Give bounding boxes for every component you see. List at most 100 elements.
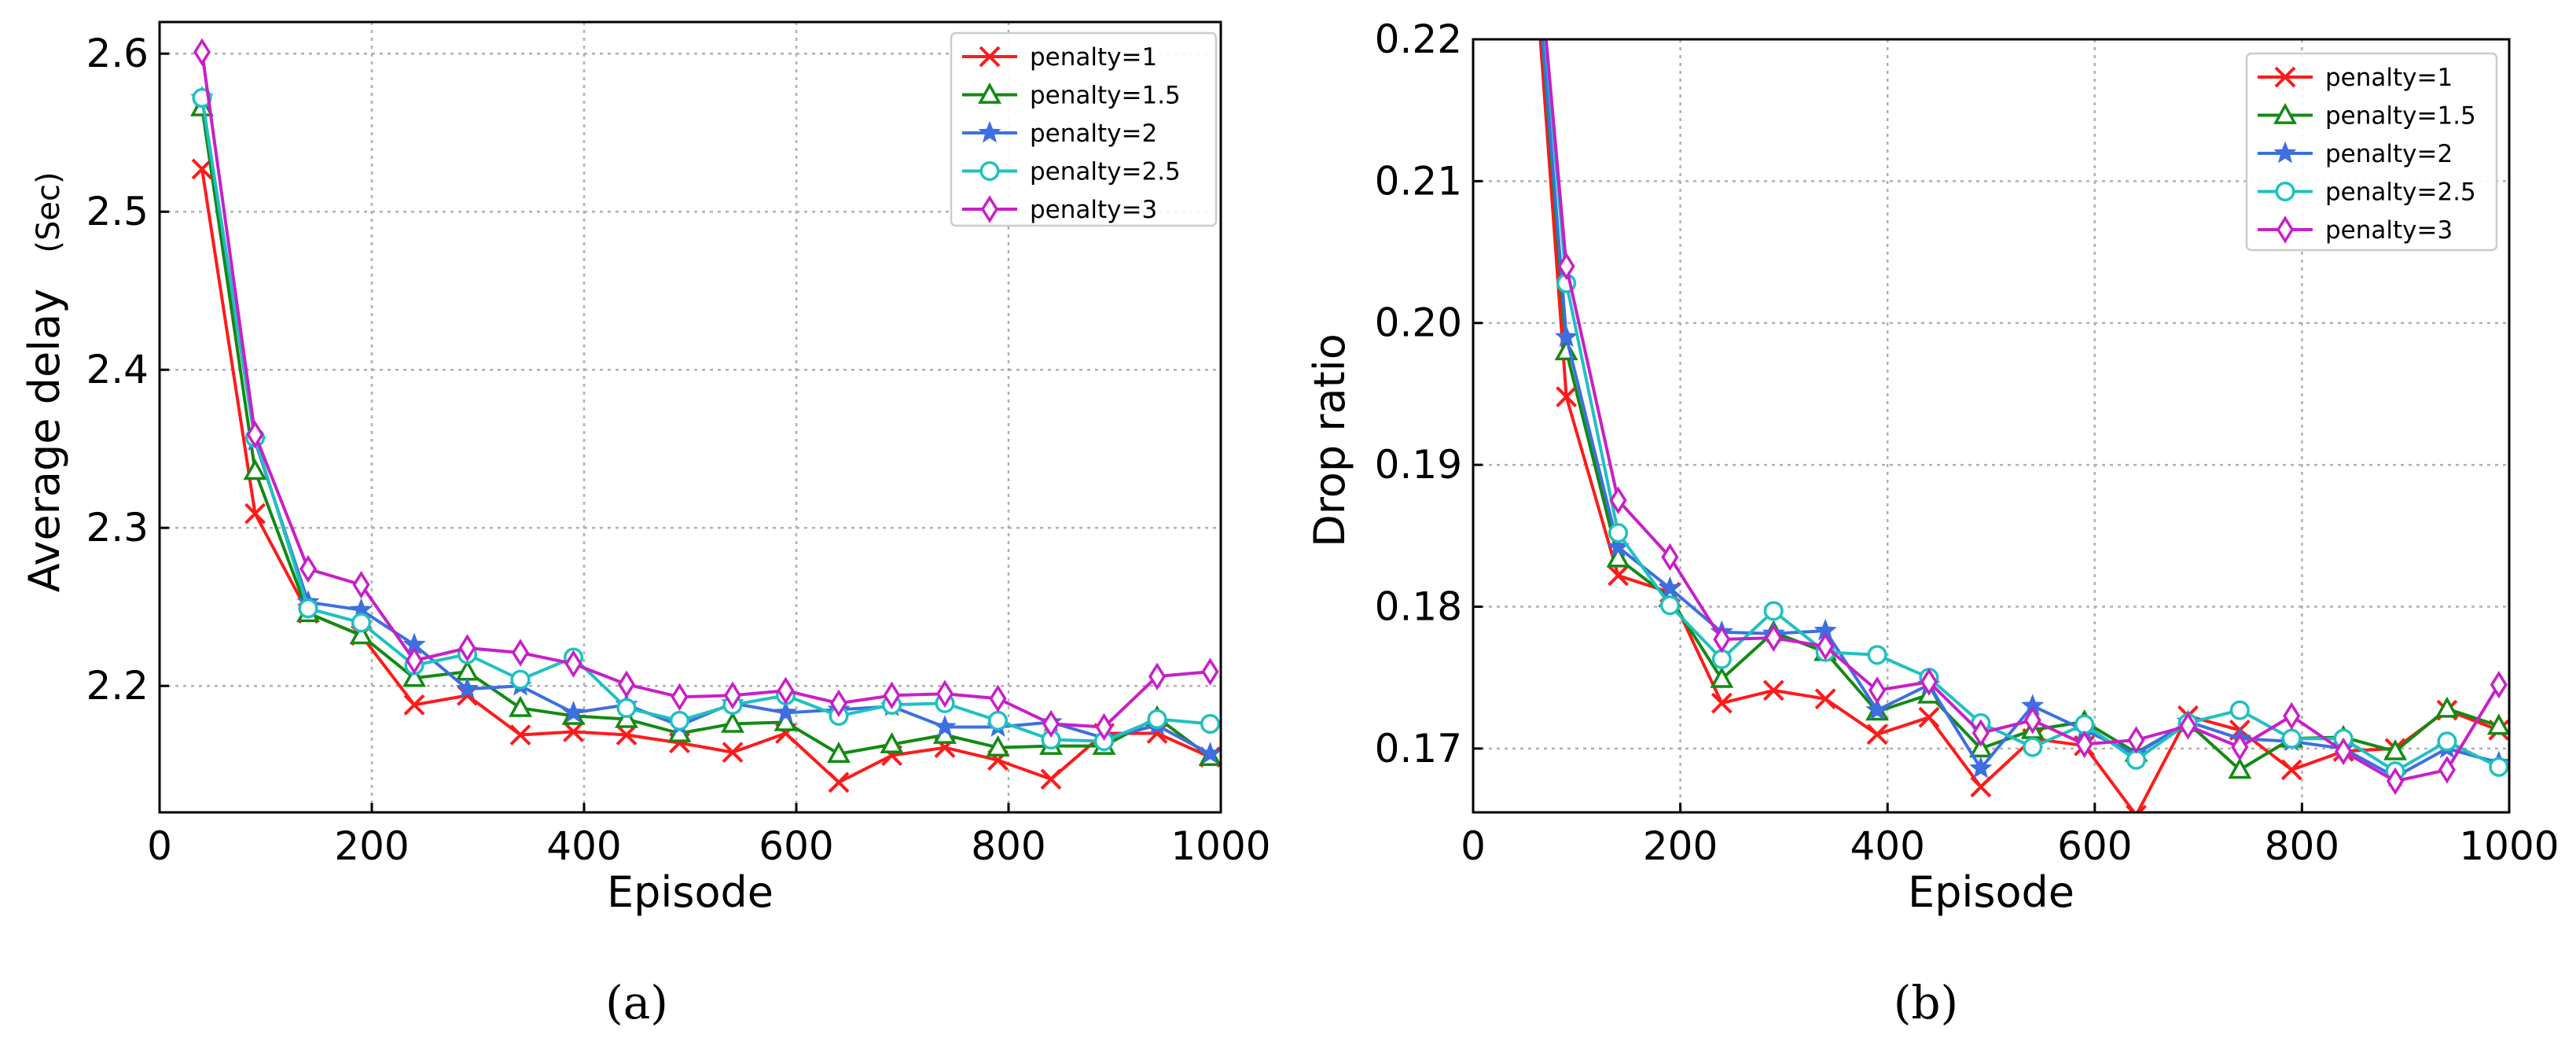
data-point xyxy=(828,771,850,793)
data-point xyxy=(1200,713,1221,734)
data-point xyxy=(349,623,373,645)
x-axis: 0 200 400 600 800 1000 xyxy=(1461,803,2559,869)
data-point xyxy=(2126,804,2147,812)
data-point xyxy=(777,676,795,705)
data-point xyxy=(405,646,424,675)
legend-entry-label: penalty=2.5 xyxy=(1030,158,1181,186)
legend-entry-label: penalty=3 xyxy=(2325,216,2453,245)
data-point xyxy=(1040,768,1062,790)
legend-box xyxy=(950,31,1218,227)
data-point xyxy=(2023,706,2041,735)
panel-b: 0 200 400 600 800 1000 0.17 0.18 0.19 0.20 0.21 0.2… xyxy=(1305,17,2559,1029)
legend-swatch-marker xyxy=(2273,141,2297,164)
x-tick-label: 200 xyxy=(334,823,409,869)
x-axis-label: Episode xyxy=(607,867,774,917)
plot-area xyxy=(1538,39,2509,812)
data-point xyxy=(561,701,586,723)
data-point xyxy=(1918,706,1940,728)
y-tick-label: 0.19 xyxy=(1375,442,1462,488)
data-point xyxy=(1969,756,1993,779)
data-point xyxy=(191,158,213,180)
data-point xyxy=(244,503,266,525)
data-point xyxy=(827,742,851,763)
data-point xyxy=(1817,632,1835,661)
legend: penalty=1 penalty=1.5 penalty=2 penalty=2.5… xyxy=(2245,52,2498,252)
data-point xyxy=(1147,709,1167,729)
data-point xyxy=(511,639,530,667)
data-point xyxy=(1710,666,1734,688)
data-point xyxy=(1608,565,1629,587)
legend-entry-label: penalty=2.5 xyxy=(2325,179,2476,207)
data-point xyxy=(2283,701,2301,731)
plot-frame xyxy=(1472,38,2511,814)
y-axis: 0.17 0.18 0.19 0.20 0.21 0.22 xyxy=(1375,17,1483,771)
data-point xyxy=(1814,688,1836,710)
plot-area xyxy=(190,38,1221,793)
panel-caption: (b) xyxy=(1894,976,1958,1029)
data-point xyxy=(2437,731,2457,752)
data-point xyxy=(615,706,638,728)
data-point xyxy=(617,670,636,698)
data-point xyxy=(403,694,425,716)
data-point xyxy=(1148,662,1167,690)
data-point xyxy=(458,634,476,662)
plot-frame xyxy=(158,20,1222,814)
data-point xyxy=(1659,595,1680,616)
data-point xyxy=(829,689,848,718)
data-point xyxy=(2281,728,2302,749)
data-point xyxy=(2335,737,2353,766)
legend-entry-label: penalty=1.5 xyxy=(2325,102,2476,131)
data-point xyxy=(880,731,904,753)
data-point xyxy=(1972,719,1990,747)
legend-swatch-marker xyxy=(2275,181,2295,202)
legend-swatch-marker xyxy=(978,82,1001,104)
data-point xyxy=(1095,712,1113,742)
data-point xyxy=(1713,625,1731,654)
data-point xyxy=(352,570,370,599)
data-point xyxy=(721,711,744,733)
legend-swatch-marker xyxy=(978,120,1001,143)
data-point xyxy=(2075,730,2093,759)
legend-entry-label: penalty=2 xyxy=(1030,120,1157,148)
series-penalty=1.5 xyxy=(190,94,1221,766)
data-point xyxy=(2229,700,2250,720)
panel-caption: (a) xyxy=(605,976,668,1029)
data-point xyxy=(1554,339,1578,361)
y-axis: 2.2 2.3 2.4 2.5 2.6 xyxy=(86,31,169,709)
data-point xyxy=(1866,723,1888,746)
data-point xyxy=(455,659,480,681)
legend-box xyxy=(2245,52,2498,252)
data-point xyxy=(883,681,901,709)
data-point xyxy=(669,710,690,731)
data-point xyxy=(1556,386,1578,407)
grid xyxy=(160,22,1221,812)
data-point xyxy=(564,650,582,678)
data-point xyxy=(1762,679,1784,701)
data-point xyxy=(1865,698,1889,720)
data-point xyxy=(986,735,1010,757)
data-point xyxy=(616,724,638,746)
data-point xyxy=(193,38,211,66)
data-point xyxy=(2023,737,2043,757)
legend-swatch-marker xyxy=(980,195,999,223)
y-axis-label-group: Average delay (Sec) xyxy=(20,171,69,592)
data-point xyxy=(2489,757,2509,777)
data-point xyxy=(1765,624,1783,652)
data-point xyxy=(1606,546,1630,568)
x-axis-label: Episode xyxy=(1908,867,2074,917)
legend: penalty=1 penalty=1.5 penalty=2 penalty=2.5… xyxy=(950,31,1218,227)
data-point xyxy=(933,715,957,737)
data-point xyxy=(671,683,689,711)
legend-entry-label: penalty=1 xyxy=(1030,43,1157,72)
y-tick-label: 0.22 xyxy=(1375,17,1462,62)
x-tick-label: 200 xyxy=(1643,823,1718,869)
x-tick-label: 800 xyxy=(971,823,1045,869)
legend-swatch-marker xyxy=(2276,215,2295,244)
x-tick-label: 0 xyxy=(147,823,172,869)
legend-entry-label: penalty=2 xyxy=(2325,140,2453,168)
data-point xyxy=(723,681,742,709)
x-tick-label: 800 xyxy=(2265,823,2339,869)
data-point xyxy=(1042,709,1060,738)
data-point xyxy=(2383,738,2407,760)
